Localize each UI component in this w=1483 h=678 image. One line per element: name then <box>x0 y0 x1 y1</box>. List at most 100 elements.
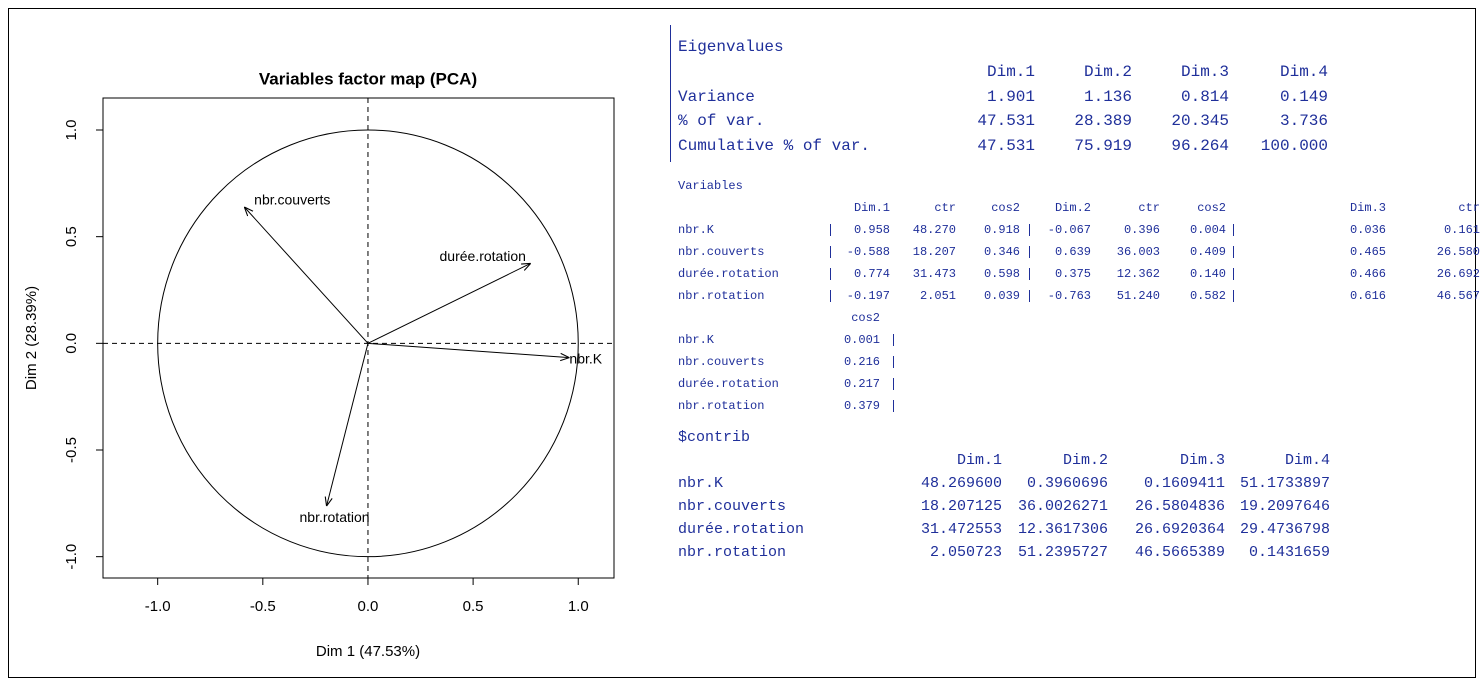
variables-cell: 46.567 <box>1436 289 1480 303</box>
variables-header: ctr <box>1458 201 1480 215</box>
variables-row-label: nbr.couverts <box>678 245 765 259</box>
eigen-header: Dim.2 <box>1083 63 1132 81</box>
variables-cell: 18.207 <box>912 245 956 259</box>
separator <box>670 25 671 162</box>
contrib-cell: 12.3617306 <box>1017 520 1108 538</box>
variables-cell: 31.473 <box>912 267 956 281</box>
eigen-row-label: % of var. <box>678 112 765 130</box>
variables-cell: 0.465 <box>1349 245 1386 259</box>
variables-cell: 48.270 <box>912 223 956 237</box>
separator <box>1233 290 1234 302</box>
variables-cell: 51.240 <box>1116 289 1160 303</box>
contrib-cell: 19.2097646 <box>1239 497 1330 515</box>
contrib-header: Dim.4 <box>1284 451 1330 469</box>
x-tick-label: -0.5 <box>250 598 276 615</box>
contrib-cell: 2.050723 <box>929 543 1002 561</box>
contrib-row-label: nbr.K <box>678 474 724 492</box>
variables-cell: -0.763 <box>1047 289 1091 303</box>
variables-cos2-row-label: nbr.K <box>678 333 715 347</box>
variables-row-label: nbr.K <box>678 223 715 237</box>
variables-cell: 0.918 <box>983 223 1020 237</box>
variables-cell: -0.197 <box>846 289 890 303</box>
variable-label: nbr.couverts <box>254 192 330 208</box>
variables-cell: 0.639 <box>1054 245 1091 259</box>
contrib-cell: 0.1431659 <box>1248 543 1330 561</box>
variables-cos2-header: cos2 <box>851 311 880 325</box>
variables-cell: 0.161 <box>1443 223 1480 237</box>
variable-label: durée.rotation <box>440 248 526 264</box>
variables-cell: 0.616 <box>1349 289 1386 303</box>
variables-cell: 26.580 <box>1436 245 1480 259</box>
eigen-cell: 100.000 <box>1260 136 1328 155</box>
eigen-row-label: Cumulative % of var. <box>678 136 871 155</box>
contrib-cell: 51.2395727 <box>1017 543 1108 561</box>
variables-cell: 0.598 <box>983 267 1020 281</box>
variables-cell: 0.466 <box>1349 267 1386 281</box>
variables-row-label: nbr.rotation <box>678 289 765 303</box>
separator <box>830 290 831 302</box>
contrib-header: Dim.3 <box>1179 451 1225 469</box>
eigen-cell: 47.531 <box>977 136 1035 155</box>
contrib-row-label: nbr.couverts <box>678 497 787 515</box>
variables-cell: 0.375 <box>1054 267 1091 281</box>
separator <box>1233 224 1234 236</box>
variables-cell: 0.036 <box>1349 223 1386 237</box>
variables-header: Dim.3 <box>1349 201 1386 215</box>
variables-cell: 0.958 <box>853 223 890 237</box>
variables-cell: 12.362 <box>1116 267 1160 281</box>
variables-cell: 0.774 <box>853 267 890 281</box>
variables-cell: 26.692 <box>1436 267 1480 281</box>
contrib-cell: 51.1733897 <box>1239 474 1330 492</box>
chart: Variables factor map (PCA) Dim 1 (47.53%… <box>23 69 615 660</box>
variables-cos2-cell: 0.001 <box>843 333 880 347</box>
variables-cell: -0.588 <box>846 245 890 259</box>
eigen-cell: 0.149 <box>1279 87 1328 106</box>
eigen-header: Dim.4 <box>1279 63 1328 81</box>
contrib-row-label: durée.rotation <box>678 520 805 538</box>
variables-cell: 0.039 <box>983 289 1020 303</box>
contrib-row-label: nbr.rotation <box>678 543 787 561</box>
variables-header: ctr <box>1138 201 1160 215</box>
variables-cell: 0.396 <box>1123 223 1160 237</box>
eigen-cell: 28.389 <box>1074 112 1132 130</box>
eigen-cell: 20.345 <box>1171 112 1229 130</box>
variables-header: Dim.1 <box>853 201 890 215</box>
separator <box>893 356 894 368</box>
variable-arrow <box>244 207 369 344</box>
variable-arrow <box>367 342 569 357</box>
contrib-cell: 18.207125 <box>920 497 1002 515</box>
variables-cell: 0.582 <box>1189 289 1226 303</box>
contrib-header: Dim.1 <box>956 451 1002 469</box>
variable-label: nbr.rotation <box>300 509 370 525</box>
separator <box>1233 268 1234 280</box>
x-tick-label: -1.0 <box>145 598 171 615</box>
y-axis-label: Dim 2 (28.39%) <box>23 286 40 390</box>
variables-cos2-cell: 0.379 <box>843 399 880 413</box>
variables-cos2-row-label: nbr.couverts <box>678 355 765 369</box>
variables-cos2-cell: 0.217 <box>843 377 880 391</box>
separator <box>1029 224 1030 236</box>
chart-title: Variables factor map (PCA) <box>259 69 477 88</box>
contrib-cell: 48.269600 <box>920 474 1002 492</box>
separator <box>830 246 831 258</box>
y-tick-label: 1.0 <box>63 120 80 141</box>
contrib-cell: 26.5804836 <box>1134 497 1225 515</box>
section-title: $contrib <box>678 428 751 446</box>
variables-cos2-cell: 0.216 <box>843 355 880 369</box>
variables-header: cos2 <box>991 201 1020 215</box>
eigen-header: Dim.1 <box>986 63 1035 81</box>
variables-cell: 0.140 <box>1189 267 1226 281</box>
eigen-cell: 0.814 <box>1180 87 1229 106</box>
eigen-header: Dim.3 <box>1180 63 1229 81</box>
variable-arrow <box>367 263 531 344</box>
eigen-cell: 75.919 <box>1074 136 1132 155</box>
separator <box>1029 290 1030 302</box>
y-tick-label: 0.5 <box>63 226 80 247</box>
x-tick-label: 1.0 <box>568 598 589 615</box>
eigen-cell: 3.736 <box>1279 112 1328 130</box>
plot-box <box>102 97 615 579</box>
variables-cos2-row-label: durée.rotation <box>678 377 779 391</box>
variables-header: Dim.2 <box>1054 201 1091 215</box>
variables-cell: 36.003 <box>1116 245 1160 259</box>
separator <box>1233 246 1234 258</box>
